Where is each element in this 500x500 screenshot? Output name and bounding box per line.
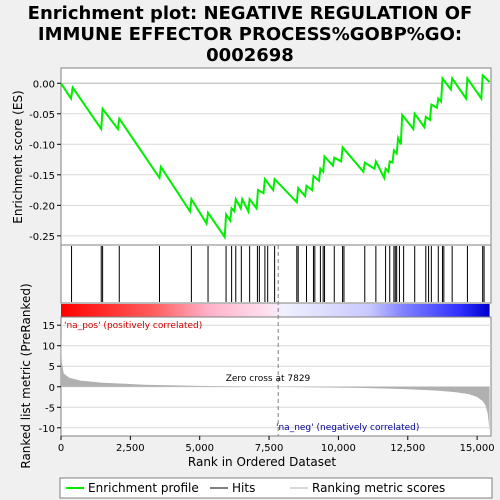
xtick-label: 10,000 <box>321 443 356 454</box>
xtick-label: 5,000 <box>185 443 214 454</box>
es-ytick-label: -0.15 <box>29 171 55 182</box>
es-ytick-label: 0.00 <box>33 79 55 90</box>
chart-title-line: IMMUNE EFFECTOR PROCESS%GOBP%GO: <box>38 24 462 45</box>
legend-box <box>59 477 493 499</box>
chart-title-line: Enrichment plot: NEGATIVE REGULATION OF <box>28 3 473 24</box>
es-ytick-label: -0.05 <box>29 110 55 121</box>
metric-panel <box>60 316 492 437</box>
negative-correlation-label: 'na_neg' (negatively correlated) <box>276 423 419 433</box>
metric-ytick-label: 5 <box>49 362 55 373</box>
legend-label: Ranking metric scores <box>312 481 445 495</box>
es-ytick-label: -0.20 <box>29 201 55 212</box>
hits-panel <box>60 244 492 304</box>
xtick-label: 12,500 <box>390 443 425 454</box>
es-panel <box>60 67 492 246</box>
metric-ytick-label: 10 <box>42 342 55 353</box>
xtick-label: 0 <box>58 443 64 454</box>
positive-correlation-label: 'na_pos' (positively correlated) <box>64 321 202 331</box>
xtick-label: 7,500 <box>255 443 284 454</box>
chart-title-line: 0002698 <box>206 45 294 66</box>
xtick-label: 15,000 <box>460 443 495 454</box>
metric-ytick-label: 15 <box>42 321 55 332</box>
metric-axis-label: Ranked list metric (PreRanked) <box>19 283 33 468</box>
metric-ytick-label: -5 <box>45 403 55 414</box>
metric-ytick-label: -10 <box>39 424 55 435</box>
metric-ytick-label: 0 <box>49 383 55 394</box>
es-ytick-label: -0.25 <box>29 232 55 243</box>
enrichment-profile-line <box>60 73 491 241</box>
es-axis-label: Enrichment score (ES) <box>11 90 25 223</box>
x-axis-label: Rank in Ordered Dataset <box>188 455 336 469</box>
legend-label: Hits <box>232 481 255 495</box>
xtick-label: 2,500 <box>116 443 145 454</box>
ranked-list-gradient <box>61 304 490 317</box>
zero-cross-label: Zero cross at 7829 <box>226 374 311 384</box>
es-ytick-label: -0.10 <box>29 140 55 151</box>
legend-label: Enrichment profile <box>88 481 199 495</box>
